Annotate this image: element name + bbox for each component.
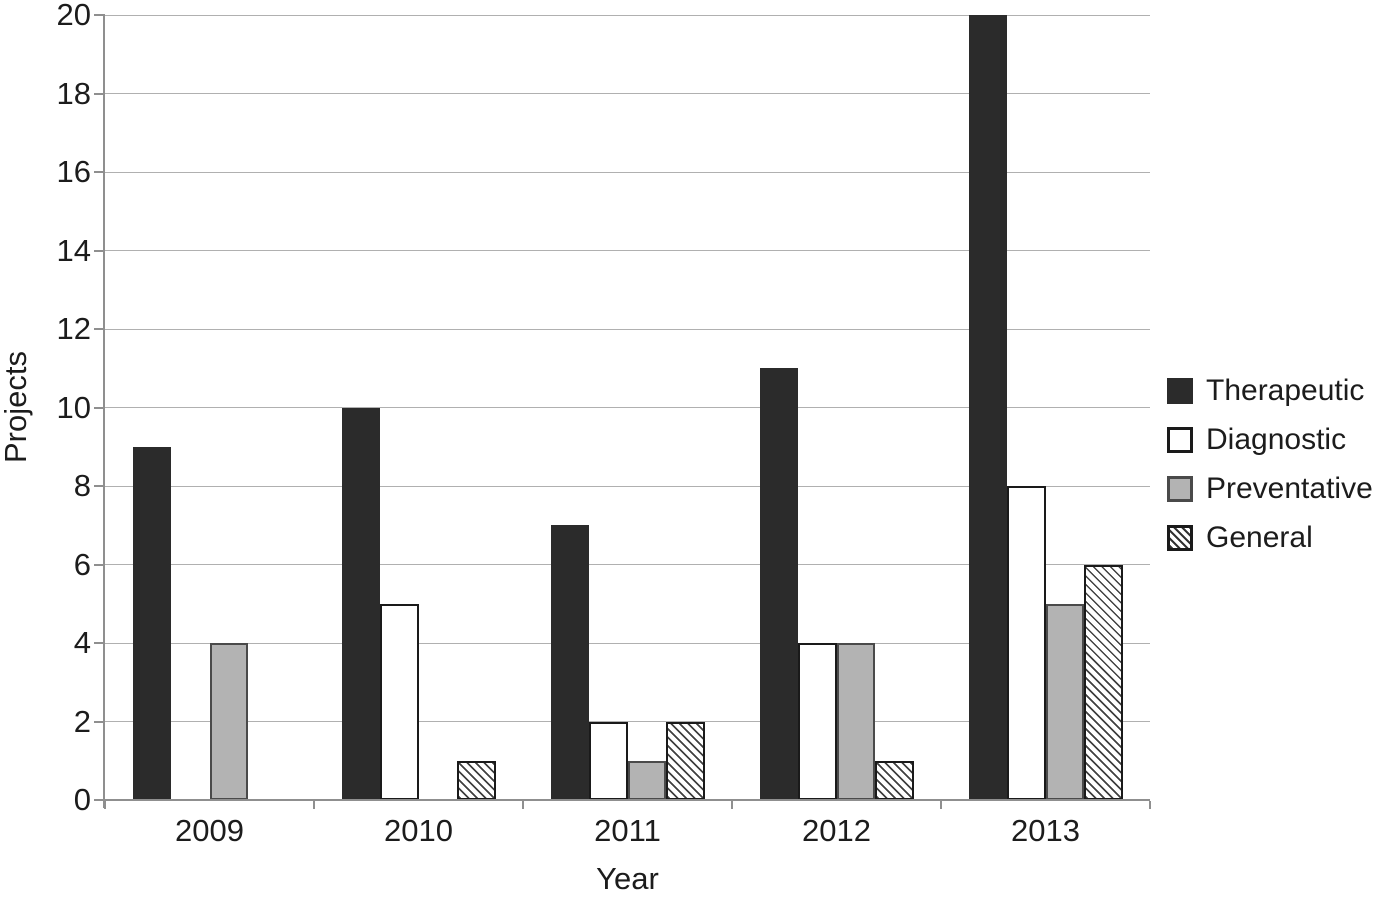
- legend-label: Preventative: [1206, 471, 1373, 505]
- bar-therapeutic-2009: [132, 446, 171, 800]
- bar-therapeutic-2012: [759, 368, 798, 800]
- gridline-18: [105, 93, 1150, 94]
- x-tick-4: [940, 801, 942, 809]
- x-tick-label-2010: 2010: [384, 813, 453, 848]
- y-tick-label-6: 6: [73, 546, 91, 582]
- legend-label: General: [1206, 520, 1313, 554]
- y-tick-8: [94, 485, 105, 487]
- bar-general-2012: [875, 760, 914, 800]
- y-tick-label-18: 18: [56, 75, 91, 111]
- x-axis-title: Year: [596, 861, 659, 896]
- y-tick-label-10: 10: [56, 389, 91, 425]
- x-tick-label-2009: 2009: [175, 813, 244, 848]
- bar-preventative-2013: [1045, 603, 1084, 800]
- y-tick-label-8: 8: [73, 468, 91, 503]
- y-axis-line: [103, 15, 105, 808]
- gridline-20: [105, 14, 1150, 16]
- y-tick-6: [94, 563, 105, 566]
- bar-preventative-2012: [836, 643, 875, 800]
- gridline-4: [105, 642, 1150, 644]
- bar-preventative-2011: [627, 760, 666, 800]
- gridline-8: [105, 485, 1150, 487]
- y-tick-16: [94, 171, 105, 173]
- x-tick-2: [522, 801, 524, 809]
- gridline-14: [105, 250, 1150, 251]
- x-axis-line: [103, 799, 1150, 801]
- bar-diagnostic-2011: [589, 721, 628, 800]
- y-tick-20: [94, 14, 105, 16]
- gridline-16: [105, 171, 1150, 173]
- y-tick-10: [94, 406, 105, 409]
- y-tick-2: [94, 720, 105, 723]
- legend-label: Therapeutic: [1206, 373, 1365, 407]
- bar-diagnostic-2012: [798, 643, 837, 800]
- legend-item-preventative: Preventative: [1167, 464, 1373, 513]
- y-tick-label-16: 16: [56, 154, 91, 189]
- x-tick-5: [1149, 801, 1151, 809]
- legend-swatch-therapeutic: [1167, 377, 1193, 404]
- bar-diagnostic-2013: [1007, 486, 1046, 800]
- x-tick-label-2013: 2013: [1011, 813, 1080, 848]
- bar-therapeutic-2010: [341, 407, 380, 800]
- x-tick-label-2011: 2011: [594, 813, 661, 848]
- gridline-2: [105, 721, 1150, 722]
- y-tick-label-12: 12: [56, 311, 91, 346]
- y-tick-12: [94, 328, 105, 330]
- y-tick-label-20: 20: [56, 0, 91, 32]
- y-tick-label-2: 2: [73, 703, 91, 739]
- y-tick-18: [94, 92, 105, 95]
- x-tick-label-2012: 2012: [802, 813, 871, 848]
- legend-swatch-general: [1167, 524, 1193, 551]
- bar-preventative-2009: [209, 643, 248, 800]
- y-tick-label-4: 4: [73, 625, 91, 660]
- y-tick-14: [94, 249, 105, 252]
- y-tick-label-14: 14: [56, 232, 91, 268]
- y-tick-label-0: 0: [73, 782, 91, 817]
- bar-general-2013: [1084, 564, 1123, 800]
- legend-swatch-preventative: [1167, 475, 1193, 502]
- gridline-12: [105, 328, 1150, 330]
- legend-item-therapeutic: Therapeutic: [1167, 366, 1373, 415]
- bar-general-2010: [457, 760, 496, 800]
- bar-therapeutic-2013: [968, 15, 1007, 800]
- bar-general-2011: [666, 721, 705, 800]
- y-tick-0: [94, 799, 105, 801]
- y-tick-4: [94, 642, 105, 644]
- legend-swatch-diagnostic: [1167, 426, 1193, 453]
- gridline-10: [105, 407, 1150, 408]
- gridline-6: [105, 564, 1150, 565]
- x-tick-1: [313, 801, 315, 809]
- legend: Therapeutic Diagnostic Preventative General: [1167, 366, 1373, 562]
- legend-label: Diagnostic: [1206, 422, 1347, 456]
- legend-item-general: General: [1167, 513, 1373, 562]
- x-tick-3: [731, 801, 733, 809]
- bar-therapeutic-2011: [550, 525, 589, 800]
- x-tick-0: [104, 801, 106, 809]
- legend-item-diagnostic: Diagnostic: [1167, 415, 1373, 464]
- bar-diagnostic-2010: [380, 603, 419, 800]
